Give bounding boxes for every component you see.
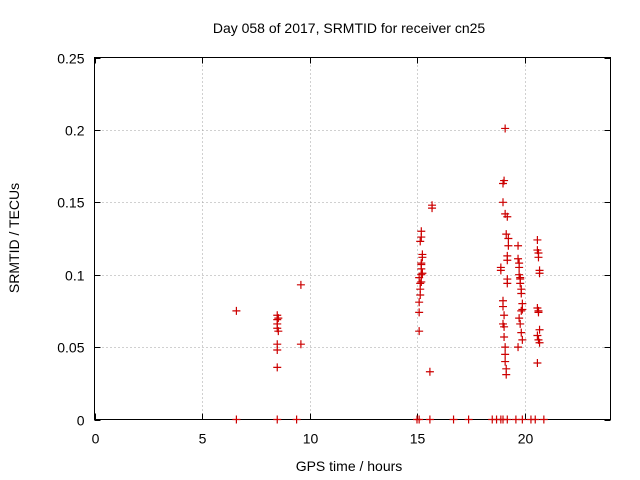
axis-ticks: 0 5 10 15 20 0 0.05 0.1 0.15 0.2 0.25 [57, 51, 611, 447]
y-axis-label: SRMTID / TECUs [6, 183, 22, 293]
data-point [449, 415, 458, 424]
grid [94, 57, 611, 420]
x-tick-label: 15 [410, 431, 426, 447]
data-point [503, 256, 512, 265]
data-point [425, 415, 434, 424]
data-point [535, 338, 544, 347]
data-point [503, 279, 512, 288]
data-point [502, 230, 511, 239]
data-point [539, 415, 548, 424]
data-point [501, 209, 510, 218]
data-point [515, 259, 524, 268]
data-point [415, 415, 424, 424]
data-point [418, 250, 427, 259]
data-point [533, 235, 542, 244]
chart-title: Day 058 of 2017, SRMTID for receiver cn2… [213, 20, 486, 36]
data-point [415, 273, 424, 282]
data-point [518, 335, 527, 344]
y-tick-label: 0.1 [65, 268, 85, 284]
data-point [517, 289, 526, 298]
data-point [499, 302, 507, 311]
data-point [274, 327, 283, 336]
data-point [514, 241, 523, 250]
y-tick-label: 0 [77, 413, 85, 429]
data-point [273, 415, 282, 424]
data-point [535, 325, 544, 334]
plot-frame [94, 57, 611, 420]
data-point [496, 263, 505, 272]
data-point [514, 254, 523, 263]
data-point [533, 359, 542, 368]
data-point [418, 269, 427, 278]
x-tick-label: 20 [518, 431, 534, 447]
data-point [517, 328, 526, 337]
data-point [501, 124, 510, 133]
x-axis-label: GPS time / hours [296, 458, 403, 474]
data-point [514, 343, 523, 352]
data-point [535, 269, 544, 278]
data-point [517, 306, 526, 315]
data-point [518, 415, 527, 424]
y-tick-label: 0.2 [65, 123, 85, 139]
data-point [503, 415, 512, 424]
data-point [415, 308, 424, 317]
data-point [518, 305, 527, 314]
data-point [501, 343, 510, 352]
y-tick-label: 0.15 [57, 195, 84, 211]
data-point [516, 319, 525, 328]
data-point [464, 415, 473, 424]
data-point [415, 298, 424, 307]
data-point [500, 332, 509, 341]
data-point [499, 198, 507, 207]
data-point [417, 227, 426, 236]
data-point [415, 327, 424, 336]
data-point [515, 314, 524, 323]
data-point [428, 201, 437, 210]
data-point [500, 322, 509, 331]
data-point [416, 237, 425, 246]
data-point [502, 370, 511, 379]
data-point [273, 363, 282, 372]
data-point [425, 367, 434, 376]
data-point [500, 176, 509, 185]
x-tick-label: 5 [199, 431, 207, 447]
data-points [232, 124, 548, 424]
data-point [232, 306, 241, 315]
y-tick-label: 0.25 [57, 51, 84, 67]
data-point [417, 277, 426, 286]
data-point [533, 331, 542, 340]
data-point [516, 273, 525, 282]
data-point [273, 345, 282, 354]
data-point [292, 415, 301, 424]
data-point [504, 241, 513, 250]
data-point [531, 415, 540, 424]
data-point [296, 340, 305, 349]
data-point [501, 357, 510, 366]
data-point [500, 311, 509, 320]
data-point [417, 260, 426, 269]
data-point [274, 314, 283, 323]
x-tick-label: 10 [303, 431, 319, 447]
x-tick-label: 0 [92, 431, 100, 447]
y-tick-label: 0.05 [57, 340, 84, 356]
data-point [534, 306, 543, 315]
data-point [232, 415, 241, 424]
data-point [416, 279, 425, 288]
data-point [296, 280, 305, 289]
data-point [504, 234, 513, 243]
data-point [534, 253, 543, 262]
data-point [501, 350, 510, 359]
